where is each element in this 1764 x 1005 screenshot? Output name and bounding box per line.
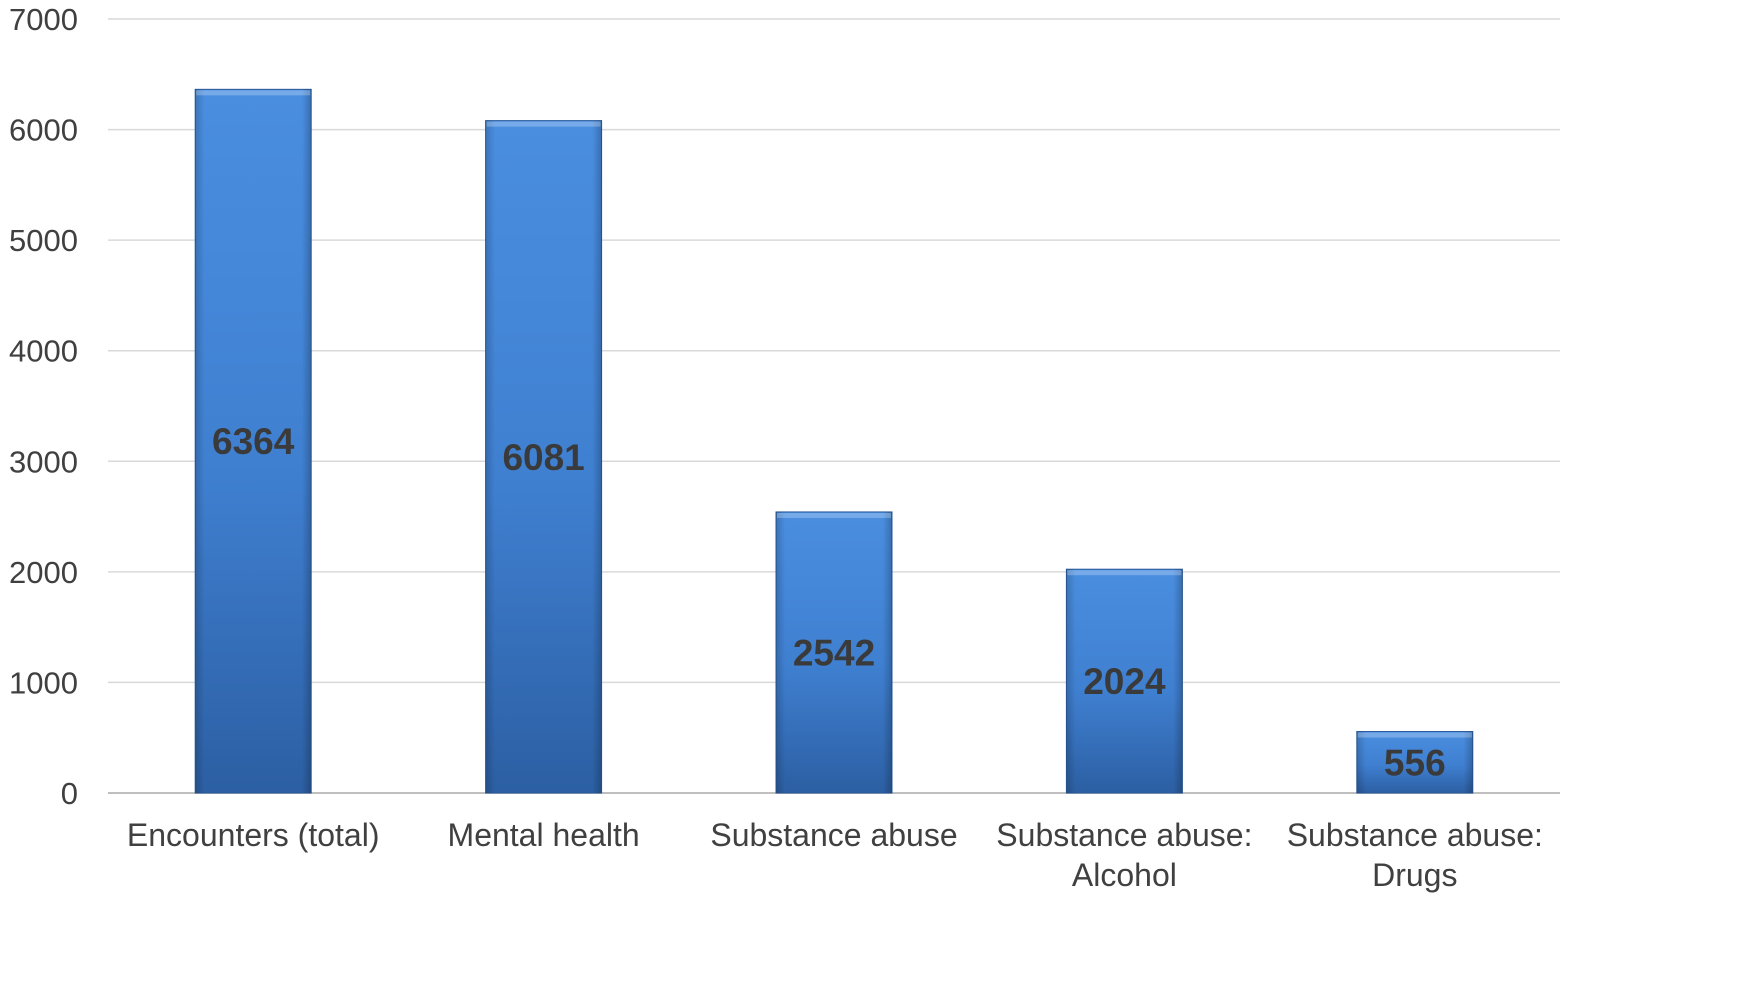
x-category-label: Drugs: [1372, 857, 1457, 893]
x-axis-category-labels: Encounters (total) Mental health Substance…: [127, 817, 1543, 893]
bar: [194, 88, 312, 794]
x-category-label: Substance abuse: [710, 817, 957, 853]
data-label: 2024: [1083, 661, 1166, 702]
data-label: 556: [1384, 742, 1446, 783]
bar-shading: [1066, 569, 1183, 793]
bar: [485, 120, 603, 794]
y-axis-tick-labels: 0 1000 2000 3000 4000 5000 6000 7000: [9, 2, 78, 811]
y-tick-label: 5000: [9, 223, 78, 258]
x-category-label: Mental health: [448, 817, 640, 853]
y-tick-label: 3000: [9, 444, 78, 479]
y-tick-label: 6000: [9, 113, 78, 148]
bar: [775, 511, 893, 794]
y-tick-label: 1000: [9, 665, 78, 700]
bar-shading: [776, 511, 892, 793]
bar: [1356, 731, 1474, 794]
bar-top-highlight: [777, 512, 891, 518]
x-category-label: Encounters (total): [127, 817, 380, 853]
data-label: 6364: [212, 421, 295, 462]
bars: [194, 88, 1474, 794]
y-tick-label: 4000: [9, 334, 78, 369]
gridlines: [108, 18, 1560, 794]
bar-top-highlight: [486, 121, 601, 127]
data-labels: 6364 6081 2542 2024 556: [212, 421, 1446, 783]
x-category-label: Alcohol: [1072, 857, 1177, 893]
x-category-label: Substance abuse:: [1287, 817, 1543, 853]
data-label: 6081: [502, 437, 584, 478]
bar-shading: [485, 120, 602, 794]
bar-top-highlight: [1357, 732, 1472, 738]
x-category-label: Substance abuse:: [996, 817, 1252, 853]
bar: [1065, 568, 1183, 794]
y-tick-label: 7000: [9, 2, 78, 37]
bar-top-highlight: [196, 90, 311, 96]
y-tick-label: 0: [61, 776, 78, 811]
data-label: 2542: [793, 632, 875, 673]
bar-shading: [1356, 731, 1473, 793]
bar-shading: [195, 89, 312, 793]
bar-top-highlight: [1067, 570, 1182, 576]
y-tick-label: 2000: [9, 555, 78, 590]
